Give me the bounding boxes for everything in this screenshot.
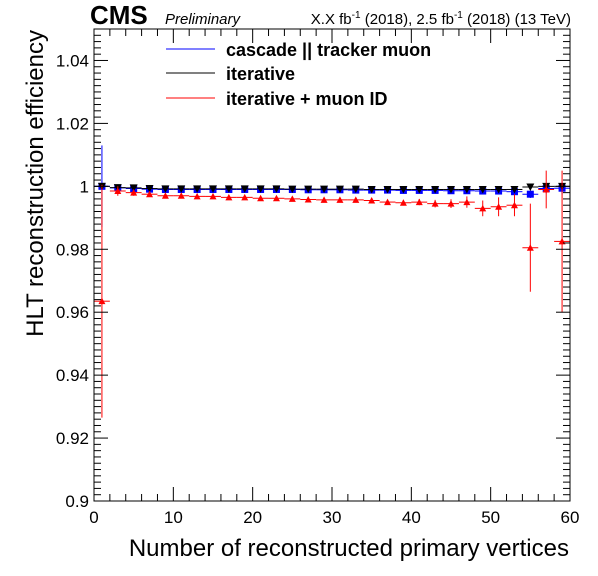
- x-axis-label: Number of reconstructed primary vertices: [129, 535, 569, 562]
- data-point-down-triangle: [304, 185, 313, 194]
- data-point-down-triangle: [383, 185, 392, 194]
- data-point-down-triangle: [351, 185, 360, 194]
- data-point-down-triangle: [256, 185, 265, 193]
- x-tick-label: 10: [164, 508, 183, 527]
- series-2: [94, 170, 570, 418]
- legend: cascade || tracker muon iterative iterat…: [166, 40, 431, 109]
- data-point-down-triangle: [288, 185, 297, 194]
- data-point-up-triangle: [98, 297, 106, 305]
- lumi-suffix: (2018) (13 TeV): [463, 11, 571, 28]
- x-tick-label: 0: [89, 508, 98, 527]
- series-1: [94, 182, 570, 194]
- y-tick-label: 0.94: [56, 366, 89, 385]
- preliminary-label: Preliminary: [165, 11, 242, 28]
- data-point-down-triangle: [320, 185, 329, 194]
- data-point-up-triangle: [161, 192, 169, 199]
- lumi-prefix: X.X fb: [311, 11, 352, 28]
- y-tick-label: 0.92: [56, 429, 89, 448]
- data-point-up-triangle: [415, 198, 423, 206]
- y-axis-label: HLT reconstruction efficiency: [22, 30, 49, 337]
- data-point-up-triangle: [431, 200, 439, 207]
- data-point-up-triangle: [177, 192, 185, 199]
- data-point-up-triangle: [447, 200, 455, 207]
- data-point-down-triangle: [462, 185, 471, 194]
- data-point-up-triangle: [193, 192, 201, 200]
- data-point-up-triangle: [368, 196, 376, 204]
- lumi-middle: (2018), 2.5 fb: [361, 11, 454, 28]
- data-point-down-triangle: [494, 185, 503, 194]
- data-point-down-triangle: [335, 185, 344, 194]
- data-point-up-triangle: [495, 203, 503, 210]
- data-point-down-triangle: [129, 184, 138, 192]
- data-point-up-triangle: [526, 244, 534, 251]
- y-tick-label: 1.02: [56, 114, 89, 133]
- data-point-down-triangle: [272, 185, 281, 193]
- legend-label-iterative: iterative: [226, 64, 295, 84]
- y-tick-label: 0.98: [56, 240, 89, 259]
- data-point-down-triangle: [510, 185, 519, 194]
- data-point-down-triangle: [447, 185, 455, 194]
- data-point-up-triangle: [463, 198, 471, 206]
- data-point-down-triangle: [367, 185, 376, 194]
- y-tick-label: 0.9: [65, 492, 89, 511]
- data-point-up-triangle: [510, 201, 518, 209]
- data-point-down-triangle: [161, 185, 170, 193]
- x-tick-label: 60: [561, 508, 580, 527]
- x-tick-label: 20: [243, 508, 262, 527]
- x-tick-label: 40: [402, 508, 421, 527]
- y-tick-label: 1: [80, 177, 89, 196]
- data-point-down-triangle: [177, 185, 186, 193]
- lumi-exponent-2: -1: [454, 10, 463, 21]
- y-tick-label: 0.96: [56, 303, 89, 322]
- data-point-down-triangle: [415, 185, 424, 194]
- data-point-up-triangle: [114, 187, 122, 195]
- data-point-up-triangle: [479, 204, 487, 212]
- data-point-up-triangle: [320, 196, 328, 203]
- data-point-up-triangle: [272, 194, 280, 202]
- data-point-down-triangle: [478, 185, 487, 194]
- data-point-down-triangle: [431, 185, 440, 194]
- y-tick-label: 1.04: [56, 51, 89, 70]
- data-point-down-triangle: [209, 185, 217, 193]
- lumi-exponent-1: -1: [352, 10, 361, 21]
- data-point-square: [526, 190, 534, 198]
- axis-ticks: 0 10 20 30 40 50 60 0.9 0.92 0.94 0.96 0.98 1 1.02 1.0…: [56, 28, 580, 527]
- data-layer: [94, 145, 570, 418]
- luminosity-label: X.X fb-1 (2018), 2.5 fb-1 (2018) (13 TeV…: [311, 10, 571, 28]
- legend-label-iterative-muon-id: iterative + muon ID: [226, 89, 388, 109]
- data-point-up-triangle: [384, 198, 392, 206]
- data-point-up-triangle: [130, 189, 138, 196]
- x-tick-label: 30: [323, 508, 342, 527]
- data-point-down-triangle: [193, 185, 202, 193]
- data-point-up-triangle: [225, 193, 233, 201]
- data-point-up-triangle: [304, 196, 312, 203]
- data-point-down-triangle: [526, 183, 535, 191]
- data-point-down-triangle: [145, 185, 154, 193]
- data-point-up-triangle: [399, 199, 407, 206]
- legend-label-cascade: cascade || tracker muon: [226, 40, 431, 60]
- data-point-up-triangle: [352, 196, 360, 203]
- cms-label: CMS: [90, 0, 148, 30]
- data-point-up-triangle: [542, 185, 550, 193]
- data-point-down-triangle: [399, 185, 408, 194]
- data-point-up-triangle: [146, 190, 154, 198]
- data-point-up-triangle: [257, 194, 265, 202]
- data-point-up-triangle: [209, 192, 217, 200]
- data-point-down-triangle: [224, 185, 233, 193]
- x-tick-label: 50: [481, 508, 500, 527]
- data-point-up-triangle: [336, 196, 344, 203]
- data-point-down-triangle: [240, 185, 249, 193]
- data-point-up-triangle: [288, 195, 296, 202]
- data-point-up-triangle: [241, 193, 249, 201]
